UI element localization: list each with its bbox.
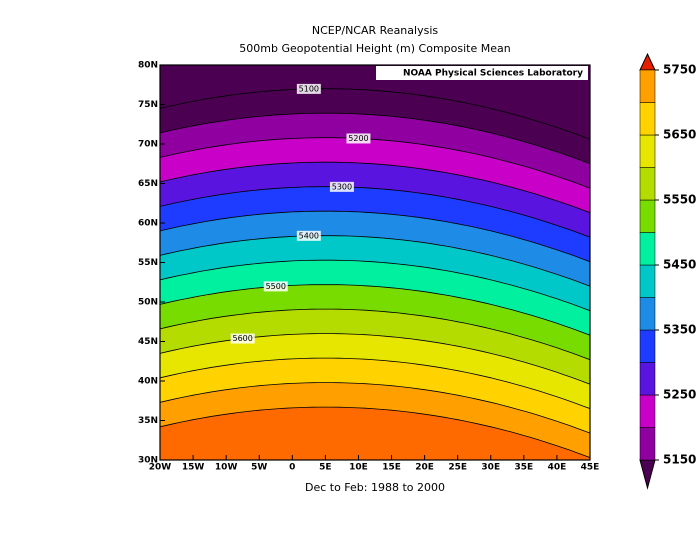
colorbar-box: [639, 199, 656, 233]
colorbar-box: [639, 167, 656, 201]
contour-line: [160, 284, 590, 336]
contour-line: [160, 259, 590, 312]
colorbar-triangle: [639, 459, 656, 490]
y-tick-label: 70N: [138, 140, 158, 150]
x-tick-label: 5E: [319, 463, 331, 473]
y-tick-label: 75N: [138, 100, 158, 110]
contour-label: 5500: [266, 282, 286, 291]
x-tick-label: 15E: [382, 463, 401, 473]
contour-label-bg: [263, 281, 288, 292]
x-tick-label: 15W: [182, 463, 205, 473]
colorbar-box: [639, 427, 656, 461]
chart-subtitle: 500mb Geopotential Height (m) Composite …: [239, 42, 510, 55]
colorbar-box: [639, 232, 656, 266]
credit: NOAA Physical Sciences Laboratory: [403, 69, 583, 79]
y-tick-label: 60N: [138, 219, 158, 229]
contour-label-bg: [296, 230, 321, 241]
contour-label-bg: [296, 83, 321, 94]
colorbar-tick-label: 5650: [663, 128, 696, 142]
contour-line: [160, 137, 590, 189]
x-tick-label: 40E: [548, 463, 567, 473]
y-tick-label: 50N: [138, 298, 158, 308]
contour-label: 5300: [332, 182, 352, 191]
contour-label-bg: [329, 181, 354, 192]
colorbar-box: [639, 264, 656, 298]
x-tick-label: 30E: [481, 463, 500, 473]
y-tick-label: 40N: [138, 377, 158, 387]
contour-label: 5400: [299, 231, 319, 240]
contour-line: [160, 186, 590, 238]
y-tick-label: 30N: [138, 456, 158, 466]
contour-label: 5200: [348, 134, 368, 143]
field-band: [160, 407, 590, 460]
colorbar-box: [639, 102, 656, 136]
colorbar-box: [639, 297, 656, 331]
x-tick-label: 0: [289, 463, 295, 473]
contour-label-bg: [230, 333, 255, 344]
colorbar-box: [639, 362, 656, 396]
colorbar-box: [639, 134, 656, 168]
colorbar-box: [639, 329, 656, 363]
x-axis-label: Dec to Feb: 1988 to 2000: [305, 481, 445, 494]
contour-label: 5100: [299, 84, 319, 93]
contour-line: [160, 88, 590, 140]
x-tick-label: 20E: [415, 463, 434, 473]
contour-label-bg: [346, 133, 371, 144]
y-tick-label: 80N: [138, 61, 158, 71]
colorbar-triangle: [639, 52, 656, 71]
contour-line: [160, 406, 590, 458]
x-tick-label: 20W: [149, 463, 172, 473]
contour-line: [160, 210, 590, 263]
colorbar-tick-label: 5550: [663, 193, 696, 207]
x-tick-label: 45E: [581, 463, 600, 473]
contour-line: [160, 161, 590, 214]
colorbar-tick-label: 5250: [663, 388, 696, 402]
contour-line: [160, 357, 590, 409]
y-tick-label: 45N: [138, 337, 158, 347]
y-tick-label: 55N: [138, 258, 158, 268]
chart-title: NCEP/NCAR Reanalysis: [312, 24, 438, 37]
contour-label: 5600: [233, 334, 253, 343]
x-tick-label: 25E: [448, 463, 467, 473]
y-tick-label: 65N: [138, 179, 158, 189]
contour-line: [160, 235, 590, 287]
x-tick-label: 10E: [349, 463, 368, 473]
colorbar-tick-label: 5350: [663, 323, 696, 337]
y-tick-label: 35N: [138, 416, 158, 426]
colorbar-box: [639, 69, 656, 103]
overlay: NOAA Physical Sciences Laboratory 20W 15W 1…: [138, 52, 696, 490]
map-fields: 5100 5200 5300 5400 5500 5600: [160, 65, 590, 460]
colorbar-tick-label: 5450: [663, 258, 696, 272]
x-tick-label: 5W: [251, 463, 267, 473]
contour-line: [160, 308, 590, 361]
colorbar-box: [639, 394, 656, 428]
x-tick-label: 10W: [215, 463, 238, 473]
colorbar-tick-label: 5150: [663, 453, 696, 467]
x-tick-label: 35E: [515, 463, 534, 473]
contour-line: [160, 112, 590, 165]
credit-box: [376, 66, 588, 80]
contour-line: [160, 382, 590, 434]
colorbar-tick-label: 5750: [663, 63, 696, 77]
